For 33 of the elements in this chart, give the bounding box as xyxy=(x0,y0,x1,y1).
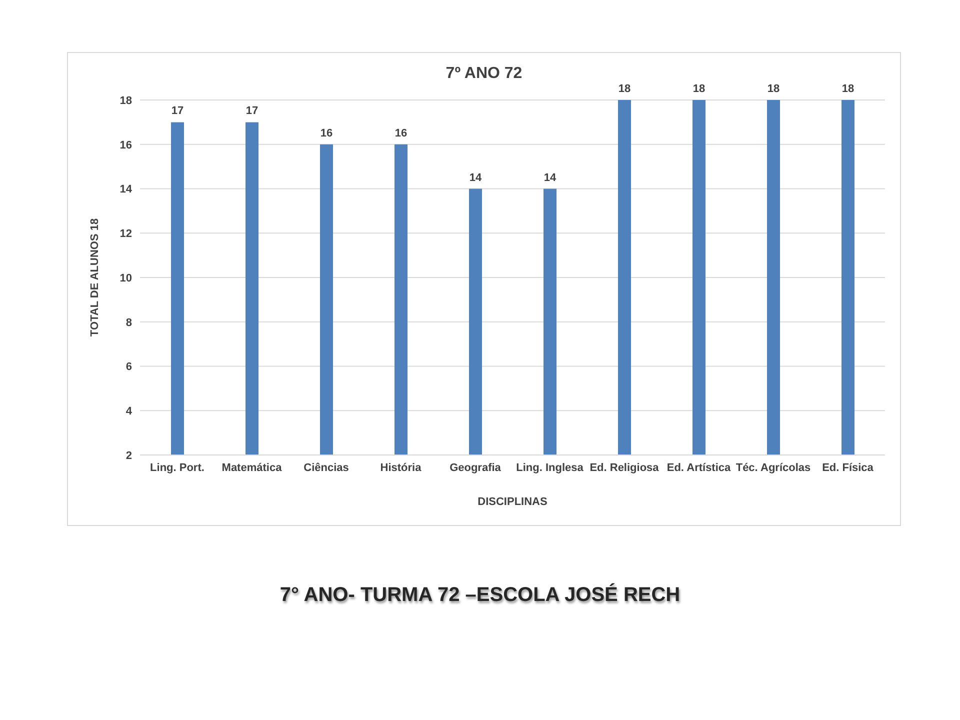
data-label: 18 xyxy=(767,83,780,95)
y-tick-label: 4 xyxy=(126,406,133,418)
data-label: 14 xyxy=(544,172,557,184)
x-tick-label: Ed. Religiosa xyxy=(590,462,660,474)
x-tick-label: Ling. Inglesa xyxy=(516,462,584,474)
y-tick-label: 14 xyxy=(120,184,133,196)
y-axis-title: TOTAL DE ALUNOS 18 xyxy=(88,218,101,337)
y-tick-label: 18 xyxy=(120,94,132,107)
data-label: 18 xyxy=(618,83,631,95)
x-tick-label: Ed. Artística xyxy=(666,462,732,474)
data-label: 16 xyxy=(320,127,333,140)
x-tick-label: Matemática xyxy=(222,462,283,474)
x-tick-label: História xyxy=(380,462,422,474)
data-label: 14 xyxy=(469,172,482,184)
y-tick-label: 6 xyxy=(126,361,132,374)
y-tick-label: 10 xyxy=(120,272,132,284)
x-tick-label: Ciências xyxy=(304,462,349,474)
x-tick-label: Geografia xyxy=(450,462,502,474)
data-label: 16 xyxy=(394,127,408,140)
y-tick-label: 2 xyxy=(126,450,132,462)
y-tick-label: 8 xyxy=(126,316,132,329)
data-label: 18 xyxy=(692,83,706,95)
data-label: 18 xyxy=(842,83,854,95)
text: 7° ANO- TURMA 72 –ESCOLA JOSÉ RECH xyxy=(278,584,682,607)
chart-title: 7º ANO 72 xyxy=(444,65,524,83)
x-tick-label: Ling. Port. xyxy=(150,462,204,474)
data-label: 17 xyxy=(246,105,258,118)
x-axis-title: DISCIPLINAS xyxy=(478,496,548,508)
x-tick-label: Téc. Agrícolas xyxy=(736,462,811,474)
data-label: 17 xyxy=(171,105,184,118)
y-tick-label: 12 xyxy=(120,228,132,240)
y-tick-label: 16 xyxy=(120,139,132,152)
x-tick-label: Ed. Física xyxy=(822,462,874,474)
